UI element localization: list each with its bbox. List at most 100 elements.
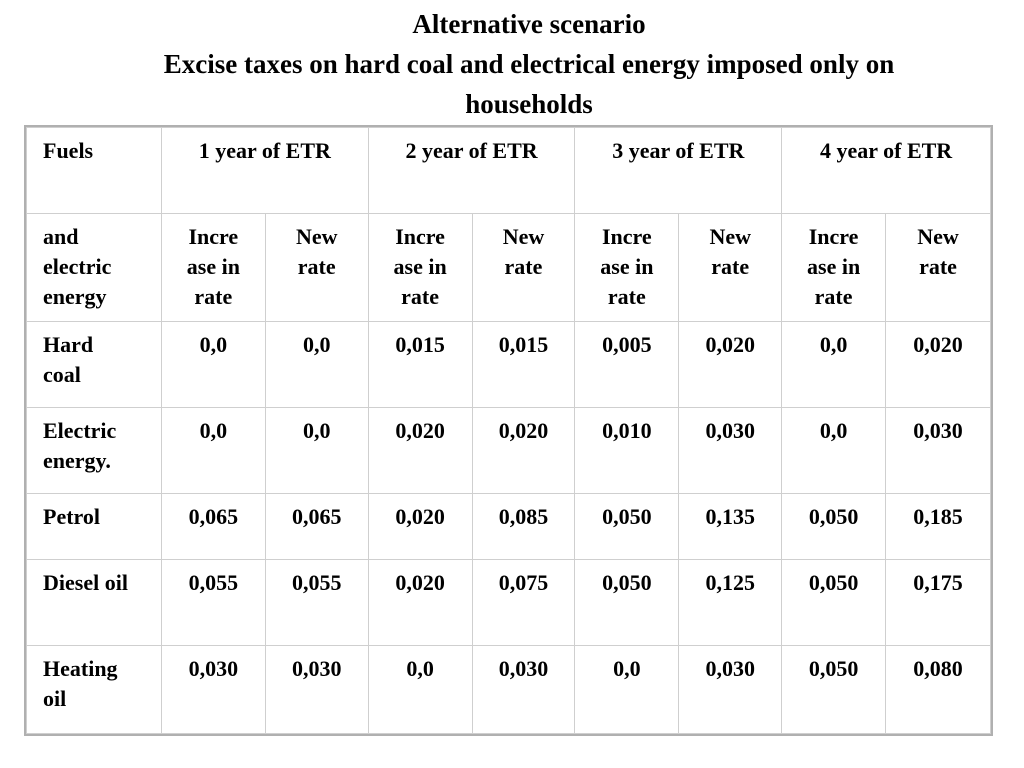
new-rate-cell: 0,020 bbox=[678, 321, 783, 408]
fuel-name-line: coal bbox=[43, 362, 81, 387]
new-rate-cell: 0,030 bbox=[264, 645, 369, 734]
subheader-increase-line: ase in bbox=[600, 254, 654, 279]
subheader-increase-line: Incre bbox=[188, 224, 239, 249]
new-rate-cell: 0,135 bbox=[678, 493, 783, 560]
subheader-new-rate-line: New bbox=[502, 224, 545, 249]
header-year-2: 2 year of ETR bbox=[367, 127, 576, 214]
fuel-name-line: Diesel oil bbox=[43, 570, 128, 595]
increase-in-rate-cell: 0,050 bbox=[781, 559, 887, 646]
subheader-increase-line: ase in bbox=[807, 254, 861, 279]
slide-title: Alternative scenario Excise taxes on har… bbox=[40, 4, 1018, 124]
fuel-name-cell: Electric energy. bbox=[26, 407, 162, 494]
subheader-new-rate-line: rate bbox=[919, 254, 957, 279]
subheader-first: and electric energy bbox=[26, 213, 162, 322]
increase-in-rate-cell: 0,015 bbox=[367, 321, 473, 408]
new-rate-cell: 0,175 bbox=[885, 559, 991, 646]
increase-in-rate-cell: 0,0 bbox=[781, 321, 887, 408]
header-year-4: 4 year of ETR bbox=[781, 127, 991, 214]
header-year-1: 1 year of ETR bbox=[160, 127, 369, 214]
title-line-3: households bbox=[465, 89, 593, 119]
new-rate-cell: 0,085 bbox=[471, 493, 576, 560]
increase-in-rate-cell: 0,010 bbox=[574, 407, 680, 494]
table-row: Hard coal 0,0 0,0 0,015 0,015 0,005 0,020 0,0 0,0… bbox=[26, 321, 991, 408]
new-rate-cell: 0,080 bbox=[885, 645, 991, 734]
subheader-increase-line: rate bbox=[814, 284, 853, 309]
increase-in-rate-cell: 0,050 bbox=[574, 493, 680, 560]
increase-in-rate-cell: 0,0 bbox=[367, 645, 473, 734]
new-rate-cell: 0,055 bbox=[264, 559, 369, 646]
increase-in-rate-cell: 0,030 bbox=[160, 645, 266, 734]
fuel-name-line: Hard bbox=[43, 332, 94, 357]
subheader-first-line: electric bbox=[43, 254, 112, 279]
subheader-increase-line: Incre bbox=[808, 224, 859, 249]
subheader-first-line: energy bbox=[43, 284, 107, 309]
subheader-new-rate: New rate bbox=[471, 213, 576, 322]
new-rate-cell: 0,185 bbox=[885, 493, 991, 560]
new-rate-cell: 0,030 bbox=[678, 645, 783, 734]
subheader-increase-in-rate: Incre ase in rate bbox=[574, 213, 680, 322]
new-rate-cell: 0,125 bbox=[678, 559, 783, 646]
title-line-1: Alternative scenario bbox=[412, 9, 646, 39]
increase-in-rate-cell: 0,065 bbox=[160, 493, 266, 560]
header-fuels: Fuels bbox=[26, 127, 162, 214]
increase-in-rate-cell: 0,0 bbox=[160, 407, 266, 494]
fuel-name-line: Heating bbox=[43, 656, 118, 681]
increase-in-rate-cell: 0,050 bbox=[574, 559, 680, 646]
subheader-increase-line: ase in bbox=[186, 254, 240, 279]
table-row: Electric energy. 0,0 0,0 0,020 0,020 0,010 0,03… bbox=[26, 407, 991, 494]
subheader-new-rate-line: New bbox=[917, 224, 959, 249]
new-rate-cell: 0,020 bbox=[885, 321, 991, 408]
increase-in-rate-cell: 0,0 bbox=[160, 321, 266, 408]
table-row: Petrol 0,065 0,065 0,020 0,085 0,050 0,135 0,05… bbox=[26, 493, 991, 560]
subheader-new-rate-line: rate bbox=[504, 254, 543, 279]
subheader-new-rate: New rate bbox=[678, 213, 783, 322]
subheader-first-line: and bbox=[43, 224, 79, 249]
fuel-name-cell: Petrol bbox=[26, 493, 162, 560]
excise-tax-table: Fuels 1 year of ETR 2 year of ETR 3 year… bbox=[24, 125, 993, 736]
header-year-3: 3 year of ETR bbox=[574, 127, 783, 214]
title-line-2: Excise taxes on hard coal and electrical… bbox=[163, 49, 895, 79]
new-rate-cell: 0,0 bbox=[264, 407, 369, 494]
table-row: Heating oil 0,030 0,030 0,0 0,030 0,0 0,030 0,05… bbox=[26, 645, 991, 734]
table-subheader-row: and electric energy Incre ase in rate New ra… bbox=[26, 213, 991, 322]
increase-in-rate-cell: 0,050 bbox=[781, 493, 887, 560]
subheader-new-rate-line: rate bbox=[297, 254, 336, 279]
subheader-new-rate-line: New bbox=[295, 224, 338, 249]
subheader-new-rate: New rate bbox=[264, 213, 369, 322]
increase-in-rate-cell: 0,020 bbox=[367, 493, 473, 560]
increase-in-rate-cell: 0,0 bbox=[574, 645, 680, 734]
new-rate-cell: 0,015 bbox=[471, 321, 576, 408]
subheader-new-rate-line: New bbox=[709, 224, 751, 249]
subheader-increase-line: rate bbox=[401, 284, 440, 309]
new-rate-cell: 0,030 bbox=[885, 407, 991, 494]
subheader-increase-line: Incre bbox=[602, 224, 652, 249]
new-rate-cell: 0,030 bbox=[471, 645, 576, 734]
new-rate-cell: 0,020 bbox=[471, 407, 576, 494]
new-rate-cell: 0,030 bbox=[678, 407, 783, 494]
fuel-name-cell: Hard coal bbox=[26, 321, 162, 408]
subheader-increase-line: ase in bbox=[393, 254, 447, 279]
fuel-name-cell: Heating oil bbox=[26, 645, 162, 734]
subheader-increase-line: rate bbox=[194, 284, 233, 309]
fuel-name-line: energy. bbox=[43, 448, 111, 473]
table-row: Diesel oil 0,055 0,055 0,020 0,075 0,050 0,125… bbox=[26, 559, 991, 646]
increase-in-rate-cell: 0,055 bbox=[160, 559, 266, 646]
new-rate-cell: 0,0 bbox=[264, 321, 369, 408]
subheader-new-rate: New rate bbox=[885, 213, 991, 322]
increase-in-rate-cell: 0,020 bbox=[367, 407, 473, 494]
increase-in-rate-cell: 0,050 bbox=[781, 645, 887, 734]
table-header-row: Fuels 1 year of ETR 2 year of ETR 3 year… bbox=[26, 127, 991, 214]
subheader-increase-line: rate bbox=[607, 284, 646, 309]
increase-in-rate-cell: 0,020 bbox=[367, 559, 473, 646]
new-rate-cell: 0,065 bbox=[264, 493, 369, 560]
subheader-increase-in-rate: Incre ase in rate bbox=[367, 213, 473, 322]
fuel-name-cell: Diesel oil bbox=[26, 559, 162, 646]
new-rate-cell: 0,075 bbox=[471, 559, 576, 646]
subheader-increase-in-rate: Incre ase in rate bbox=[781, 213, 887, 322]
fuel-name-line: Electric bbox=[43, 418, 117, 443]
subheader-increase-in-rate: Incre ase in rate bbox=[160, 213, 266, 322]
increase-in-rate-cell: 0,0 bbox=[781, 407, 887, 494]
subheader-new-rate-line: rate bbox=[711, 254, 750, 279]
subheader-increase-line: Incre bbox=[395, 224, 445, 249]
increase-in-rate-cell: 0,005 bbox=[574, 321, 680, 408]
